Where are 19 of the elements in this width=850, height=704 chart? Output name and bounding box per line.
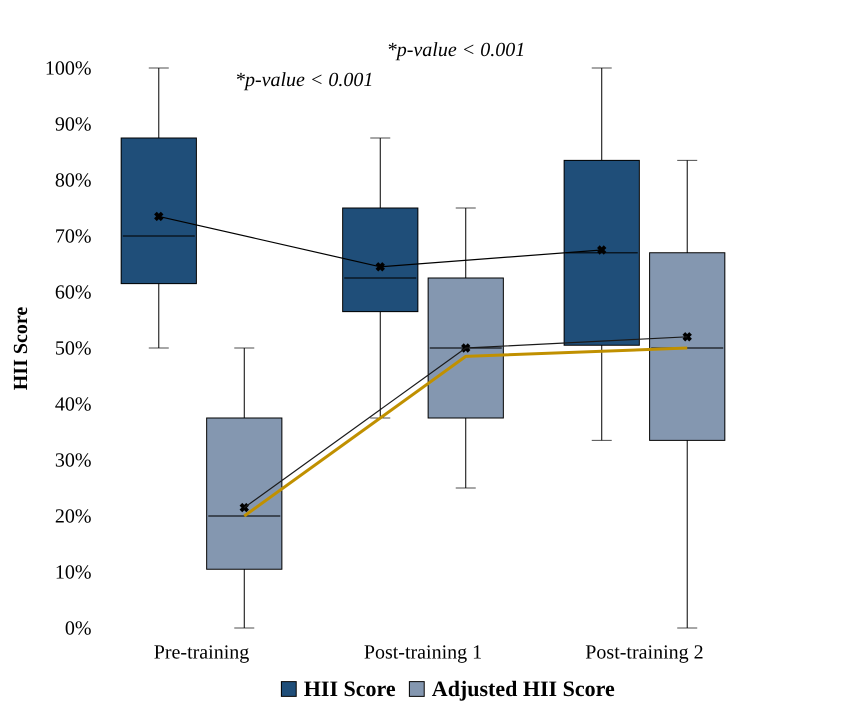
annotation: *p-value < 0.001 [234,69,374,91]
x-tick-label: Pre-training [154,642,250,664]
text: *p-value < 0.001 [386,39,526,61]
y-tick-label: 0% [64,618,92,640]
legend-label: Adjusted HII Score [432,676,615,701]
x-tick-label: Post-training 1 [364,642,482,664]
y-tick-label: 30% [54,450,92,472]
y-tick-label: 40% [54,394,92,416]
y-tick-label: 90% [54,114,92,136]
y-axis-title: HII Score [10,306,32,390]
y-tick-label: 60% [54,282,92,304]
y-tick-label: 100% [44,58,92,80]
y-tick-label: 50% [54,338,92,360]
y-tick-label: 80% [54,170,92,192]
y-tick-label: 10% [54,562,92,584]
x-tick-label: Post-training 2 [585,642,704,664]
legend-label: HII Score [304,676,396,701]
y-tick-label: 70% [54,226,92,248]
y-tick-label: 20% [54,506,92,528]
